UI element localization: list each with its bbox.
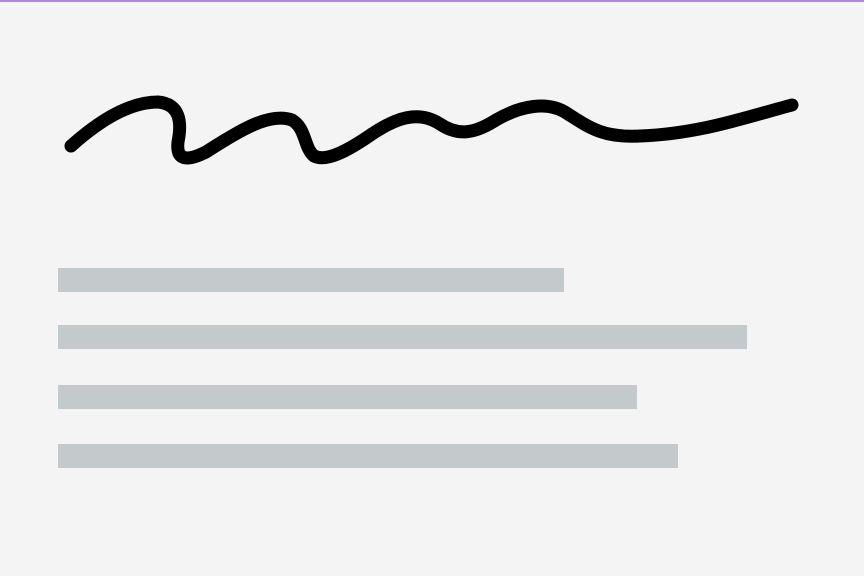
placeholder-text-lines [58, 268, 747, 468]
placeholder-line [58, 444, 678, 468]
placeholder-line [58, 385, 637, 409]
signature-scribble-icon [64, 95, 799, 165]
placeholder-line [58, 268, 564, 292]
signature-stroke [64, 95, 799, 165]
placeholder-line [58, 325, 747, 349]
